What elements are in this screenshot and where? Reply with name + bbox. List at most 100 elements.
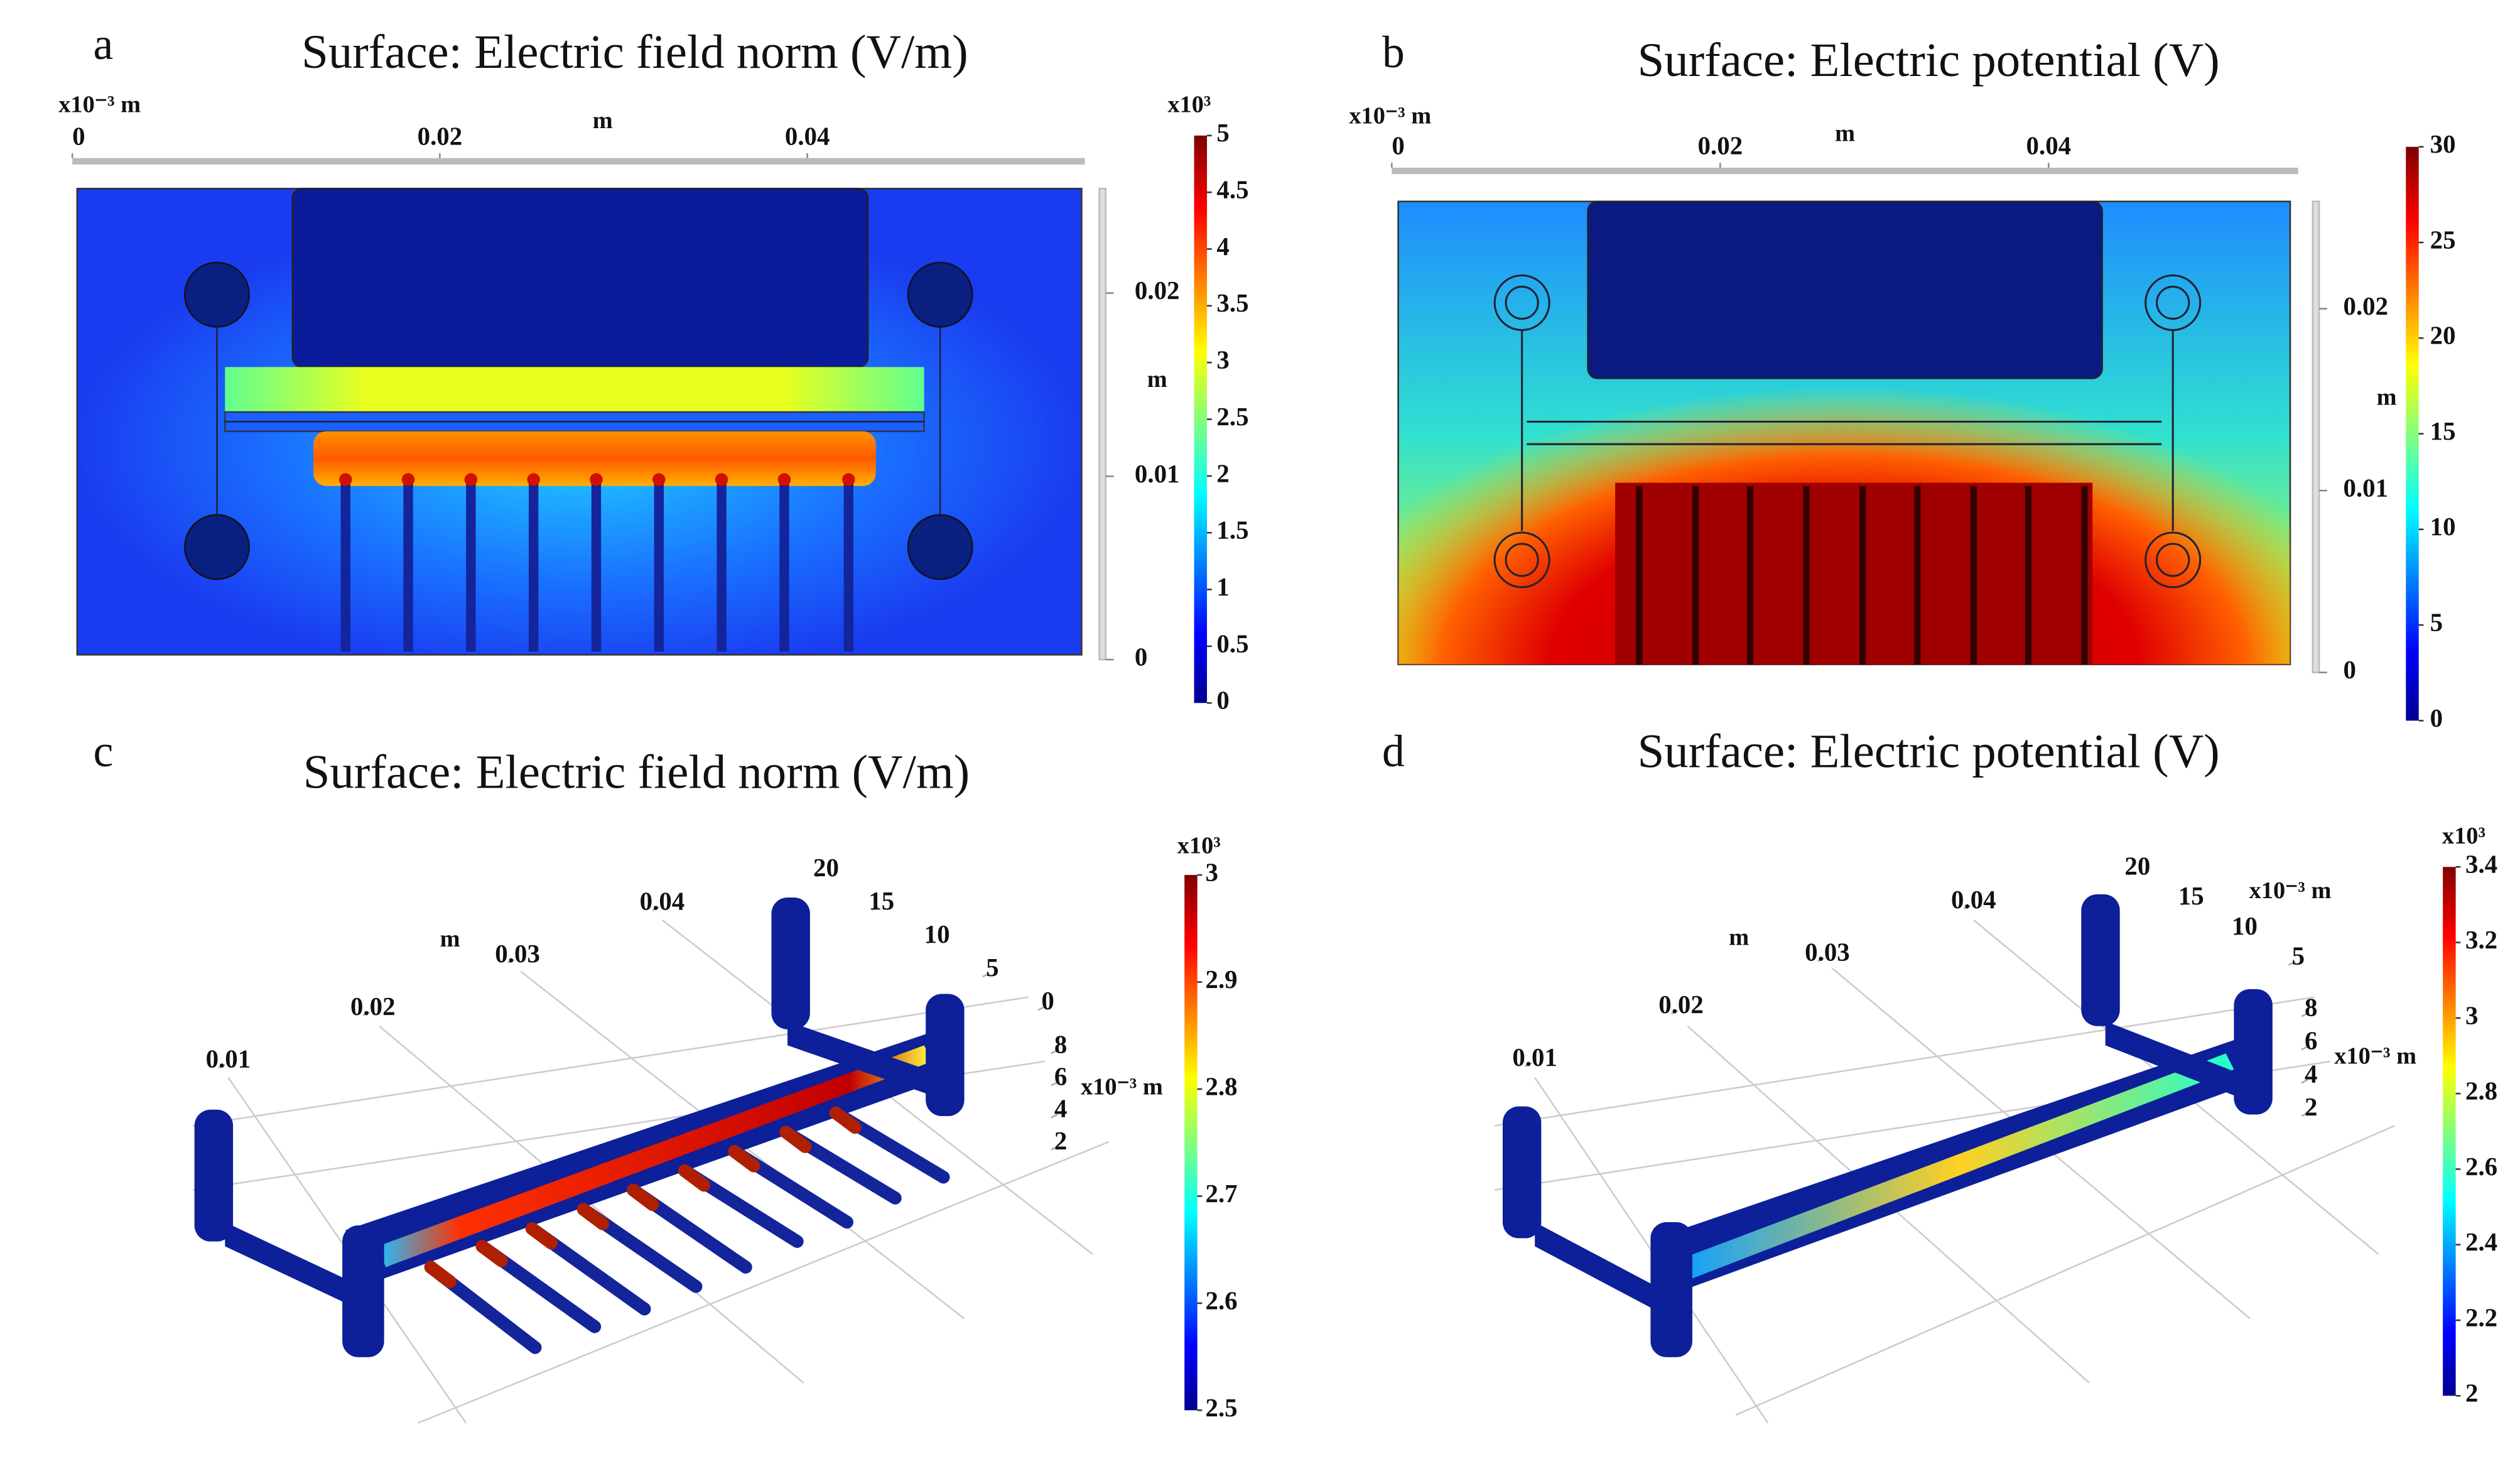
depth-tick bbox=[816, 872, 823, 877]
y-tick-label: 0.01 bbox=[2343, 474, 2388, 502]
colorbar-tick-label: 2.6 bbox=[1205, 1286, 1237, 1315]
y-axis-name: m bbox=[1147, 366, 1167, 393]
y-ruler bbox=[1098, 188, 1107, 661]
y-tick-label: 0 bbox=[1135, 643, 1147, 671]
depth-tick-label: 20 bbox=[2124, 852, 2150, 880]
geometry-3d-c bbox=[192, 897, 1110, 1424]
x-tick-label: 0.02 bbox=[1658, 990, 1704, 1019]
depth-tick-label: 10 bbox=[924, 920, 950, 948]
labels-and-scales: a Surface: Electric field norm (V/m) x10⁻³… bbox=[58, 19, 2497, 1422]
colorbar-tick-label: 1 bbox=[1216, 573, 1229, 601]
z-tick-label: 8 bbox=[2305, 993, 2317, 1021]
depth-tick-label: 5 bbox=[986, 953, 998, 982]
geometry-3d-d bbox=[1494, 894, 2395, 1424]
x-scale-label: x10⁻³ m bbox=[58, 92, 141, 118]
x-tick bbox=[1525, 1062, 1532, 1067]
panel-label: d bbox=[1382, 726, 1405, 776]
x-tick-label: 0 bbox=[72, 122, 85, 150]
colorbar-tick-label: 0 bbox=[2430, 704, 2443, 732]
colorbar-tick-label: 15 bbox=[2430, 417, 2456, 445]
x-tick-label: 0.02 bbox=[418, 122, 463, 150]
colorbar-tick-label: 25 bbox=[2430, 225, 2456, 254]
x-tick-label: 0.02 bbox=[350, 992, 396, 1021]
x-tick bbox=[507, 958, 515, 964]
colorbar-tick-label: 1.5 bbox=[1216, 516, 1248, 545]
z-tick-label: 8 bbox=[1054, 1030, 1067, 1058]
colorbar-tick-label: 3 bbox=[2465, 1001, 2478, 1029]
panel-label: c bbox=[93, 726, 113, 776]
x-tick-label: 0.03 bbox=[495, 940, 540, 968]
z-tick bbox=[2301, 1012, 2308, 1017]
x-tick bbox=[218, 1063, 225, 1069]
x-ruler bbox=[72, 158, 1085, 165]
z-tick bbox=[1051, 1049, 1058, 1055]
z-tick bbox=[1051, 1082, 1058, 1087]
z-tick bbox=[2301, 1045, 2308, 1051]
depth-tick-label: 0 bbox=[1041, 987, 1054, 1015]
colorbar-multiplier: x10³ bbox=[1167, 92, 1211, 118]
x-axis-name: m bbox=[1729, 924, 1749, 950]
colorbar-tick-label: 2.5 bbox=[1216, 403, 1248, 431]
panel-title: Surface: Electric field norm (V/m) bbox=[303, 746, 970, 799]
colorbar-multiplier: x10³ bbox=[1177, 832, 1221, 859]
x-tick bbox=[652, 906, 659, 911]
x-tick-label: 0 bbox=[1392, 132, 1404, 160]
colorbar-tick-label: 4.5 bbox=[1216, 176, 1248, 204]
z-axis-name: x10⁻³ m bbox=[2334, 1043, 2416, 1070]
z-tick bbox=[2301, 1112, 2308, 1117]
depth-tick-label: 5 bbox=[2292, 942, 2305, 970]
panel-title: Surface: Electric field norm (V/m) bbox=[301, 25, 968, 79]
x-tick-label: 0.04 bbox=[1951, 886, 1996, 914]
z-axis-name: x10⁻³ m bbox=[1081, 1073, 1163, 1100]
colorbar-tick-label: 2.6 bbox=[2465, 1153, 2497, 1181]
x-tick-label: 0.04 bbox=[785, 122, 830, 150]
z-tick bbox=[1051, 1146, 1058, 1151]
x-axis-name: m bbox=[593, 107, 613, 134]
x-axis-name: m bbox=[1835, 121, 1855, 147]
colorbar-tick-label: 3.5 bbox=[1216, 289, 1248, 317]
y-ruler bbox=[2312, 200, 2320, 673]
colorbar-tick-label: 2.9 bbox=[1205, 965, 1237, 994]
colorbar bbox=[1194, 135, 1208, 703]
z-tick bbox=[2301, 1078, 2308, 1084]
colorbar-tick-label: 2.5 bbox=[1205, 1394, 1237, 1422]
depth-tick bbox=[2181, 901, 2188, 906]
colorbar bbox=[1184, 875, 1198, 1411]
colorbar-tick-label: 20 bbox=[2430, 322, 2456, 350]
colorbar-tick-label: 0 bbox=[1216, 686, 1229, 715]
colorbar-tick-label: 2.8 bbox=[1205, 1072, 1237, 1100]
colorbar-tick-label: 2.4 bbox=[2465, 1228, 2497, 1256]
x-ruler bbox=[1392, 168, 2298, 175]
colorbar-tick-label: 2.8 bbox=[2465, 1077, 2497, 1105]
z-tick-label: 6 bbox=[2305, 1026, 2317, 1055]
colorbar-tick-label: 10 bbox=[2430, 513, 2456, 541]
x-tick bbox=[1963, 904, 1971, 910]
depth-tick-label: 15 bbox=[2178, 882, 2204, 910]
x-tick-label: 0.03 bbox=[1805, 938, 1850, 967]
depth-tick bbox=[1037, 1006, 1046, 1011]
field-map-a bbox=[76, 188, 1083, 656]
colorbar-tick-label: 0.5 bbox=[1216, 629, 1248, 658]
x-tick-label: 0.04 bbox=[640, 887, 685, 916]
depth-tick bbox=[927, 939, 934, 945]
field-map-b bbox=[1397, 200, 2291, 666]
colorbar-multiplier: x10³ bbox=[2442, 823, 2485, 849]
depth-tick bbox=[871, 906, 879, 911]
colorbar-tick-label: 5 bbox=[1216, 119, 1229, 147]
panel-label: a bbox=[93, 19, 113, 69]
colorbar bbox=[2443, 867, 2456, 1396]
depth-tick-label: 10 bbox=[2232, 912, 2258, 940]
z-tick-label: 4 bbox=[1054, 1095, 1067, 1123]
depth-tick bbox=[2234, 931, 2242, 936]
colorbar-tick-label: 2 bbox=[1216, 459, 1229, 487]
panel-label: b bbox=[1382, 27, 1405, 77]
colorbar-tick-label: 3.4 bbox=[2465, 850, 2497, 879]
x-tick-label: 0.02 bbox=[1698, 132, 1743, 160]
z-tick-label: 2 bbox=[1054, 1127, 1067, 1155]
depth-axis-name: x10⁻³ m bbox=[2249, 877, 2332, 904]
x-axis-name: m bbox=[440, 926, 460, 952]
y-axis-name: m bbox=[2377, 384, 2397, 410]
x-tick-label: 0.04 bbox=[2026, 132, 2072, 160]
